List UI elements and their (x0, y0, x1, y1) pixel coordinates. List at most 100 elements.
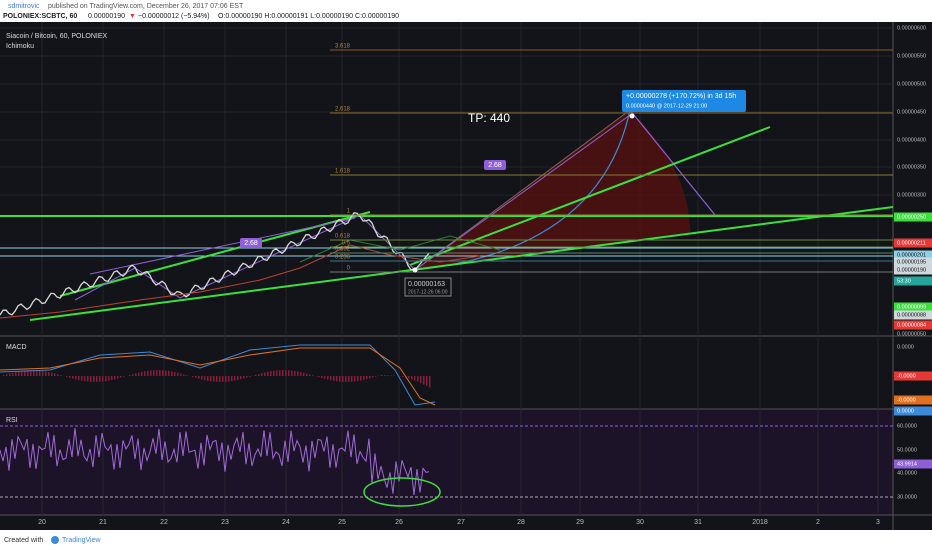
histogram-bar (114, 376, 116, 380)
rsi-label: 40.0000 (897, 470, 917, 476)
price-label: 0.00000300 (897, 192, 926, 198)
price-label: 0.00000190 (897, 267, 926, 273)
histogram-bar (360, 376, 362, 381)
point (412, 267, 418, 273)
histogram-bar (321, 376, 323, 379)
histogram-bar (300, 372, 302, 376)
histogram-bar (159, 370, 161, 376)
macd-label: 0.0000 (897, 408, 914, 414)
histogram-bar (117, 376, 119, 379)
histogram-bar (138, 372, 140, 376)
projection-line (414, 109, 631, 271)
histogram-bar (216, 376, 218, 382)
ratio-label: 2.68 (488, 162, 502, 169)
histogram-bar (93, 376, 95, 382)
histogram-bar (279, 370, 281, 376)
fib-label: 0.5 (342, 241, 351, 247)
arrow: ▼ (129, 13, 136, 20)
price-label: 0.00000350 (897, 164, 926, 170)
histogram-bar (45, 371, 47, 376)
histogram-bar (90, 376, 92, 382)
histogram-bar (429, 376, 431, 388)
signal-line (0, 347, 436, 406)
time-label: 21 (99, 519, 107, 526)
target-label: TP: 440 (468, 111, 510, 125)
footer-text: Created with (4, 537, 43, 544)
fib-label: 2.618 (335, 107, 351, 113)
histogram-bar (24, 370, 26, 376)
price-label: 0.00000500 (897, 81, 926, 87)
histogram-bar (162, 370, 164, 376)
histogram-bar (102, 376, 104, 382)
rsi-line (0, 427, 430, 495)
fib-label: 0.236 (335, 255, 351, 261)
histogram-bar (294, 370, 296, 376)
histogram-bar (123, 376, 125, 377)
histogram-bar (207, 376, 209, 381)
pane-title: RSI (6, 417, 18, 424)
rsi-badge (894, 459, 932, 469)
low-box (404, 277, 452, 297)
histogram-bar (402, 376, 404, 377)
time-label: 27 (457, 519, 465, 526)
time-label: 29 (576, 519, 584, 526)
price-label: 0.00000099 (897, 304, 926, 310)
macd-label: 0.0000 (897, 344, 914, 350)
histogram-bar (105, 376, 107, 382)
histogram-bar (87, 376, 89, 382)
histogram-bar (312, 375, 314, 376)
histogram-bar (69, 376, 71, 378)
time-label: 2018 (752, 519, 768, 526)
histogram-bar (54, 373, 56, 376)
histogram-bar (150, 370, 152, 376)
histogram-bar (387, 375, 389, 376)
histogram-bar (66, 376, 68, 377)
histogram-bar (333, 376, 335, 381)
histogram-bar (177, 372, 179, 376)
price-label: 53:30 (897, 278, 911, 284)
price-label: 0.00000201 (897, 252, 926, 258)
time-label: 3 (876, 519, 880, 526)
histogram-bar (57, 374, 59, 376)
histogram-bar (372, 376, 374, 378)
macd-badge (894, 406, 932, 416)
histogram-bar (141, 371, 143, 376)
footer-bg (0, 530, 932, 550)
point (629, 113, 635, 119)
histogram-bar (30, 370, 32, 376)
histogram-bar (213, 376, 215, 382)
histogram-bar (354, 376, 356, 382)
symbol: POLONIEX:SCBTC, 60 (3, 13, 77, 20)
histogram-bar (276, 370, 278, 376)
price-line (0, 212, 430, 316)
histogram-bar (78, 376, 80, 381)
histogram-bar (153, 370, 155, 376)
histogram-bar (414, 376, 416, 381)
histogram-bar (99, 376, 101, 382)
histogram-bar (408, 376, 410, 379)
histogram-bar (303, 372, 305, 376)
histogram-bar (147, 370, 149, 376)
histogram-bar (174, 372, 176, 376)
histogram-bar (111, 376, 113, 381)
histogram-bar (339, 376, 341, 382)
histogram-bar (330, 376, 332, 381)
histogram-bar (228, 376, 230, 382)
tooltip-line: +0.00000278 (+170.72%) in 3d 15h (626, 93, 736, 100)
price-label: 0.00000600 (897, 25, 926, 31)
time-label: 25 (338, 519, 346, 526)
histogram-bar (285, 370, 287, 376)
low-price: 0.00000163 (408, 281, 445, 288)
logo (51, 536, 59, 544)
histogram-bar (195, 376, 197, 378)
last: 0.00000190 (88, 13, 125, 20)
time-label: 24 (282, 519, 290, 526)
histogram-bar (171, 371, 173, 376)
ratio-badge (484, 160, 506, 170)
histogram-bar (183, 374, 185, 376)
fib-label: 1 (347, 209, 351, 215)
rsi-label: 60.0000 (897, 423, 917, 429)
histogram-bar (369, 376, 371, 379)
time-label: 30 (636, 519, 644, 526)
